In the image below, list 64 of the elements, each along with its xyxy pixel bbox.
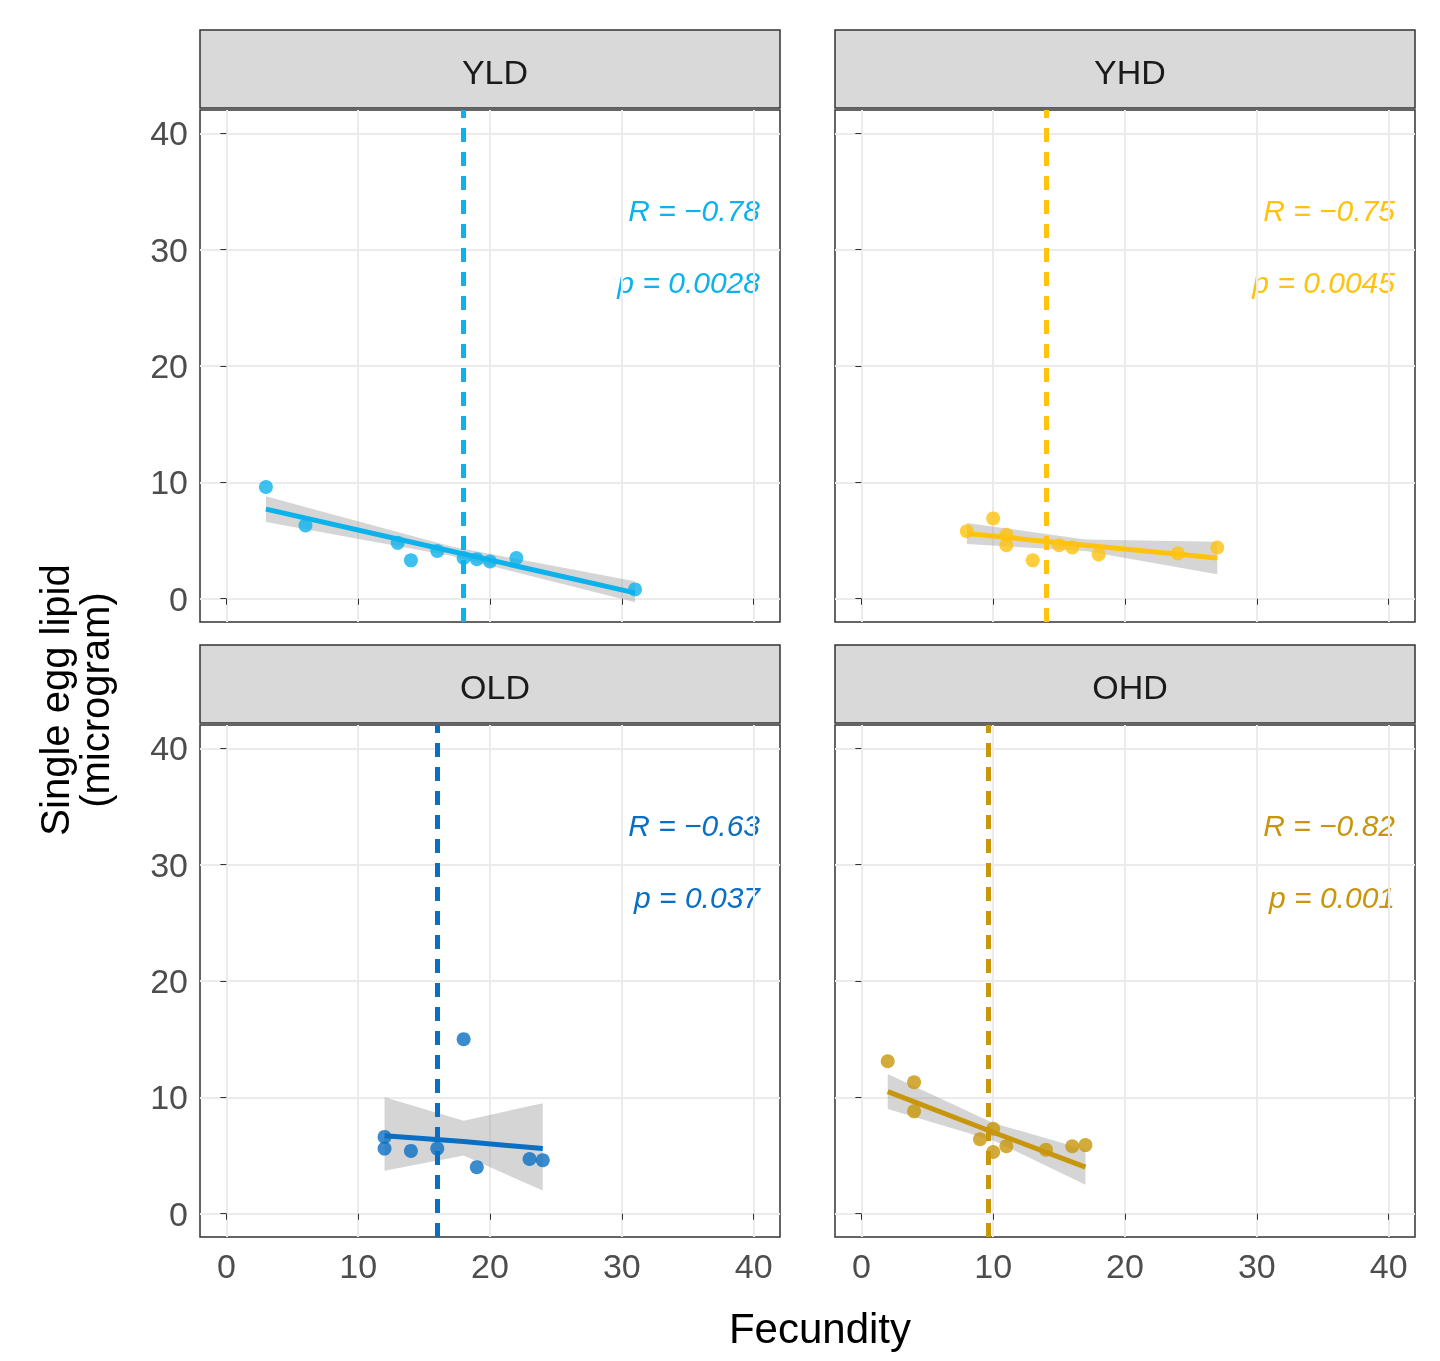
- point: [377, 1129, 392, 1144]
- y-axis-title: Single egg lipid (microgram): [33, 563, 117, 838]
- point: [628, 582, 642, 597]
- point: [258, 480, 273, 495]
- point: [1091, 547, 1106, 562]
- x-tick-label: 20: [1106, 1247, 1144, 1285]
- point: [456, 1032, 471, 1047]
- x-axis-title: Fecundity: [727, 1305, 913, 1353]
- y-tick-label: 30: [150, 230, 188, 269]
- point: [403, 553, 418, 568]
- point: [999, 1139, 1014, 1154]
- point: [298, 518, 313, 533]
- point: [973, 1132, 987, 1147]
- annotation: R = −0.75: [1263, 193, 1396, 227]
- x-tick-label: 30: [602, 1247, 641, 1285]
- chart-title: YLD: [461, 53, 529, 91]
- point: [377, 1141, 392, 1156]
- x-tick-label: 20: [471, 1247, 509, 1285]
- y-tick-label: 0: [169, 1194, 188, 1233]
- point: [430, 544, 445, 559]
- point: [1065, 1139, 1080, 1154]
- point: [959, 524, 974, 539]
- y-tick-label: 40: [150, 114, 188, 153]
- point: [880, 1054, 895, 1069]
- point: [1078, 1138, 1093, 1153]
- point: [1170, 546, 1185, 561]
- point: [469, 552, 484, 567]
- point: [1210, 540, 1225, 555]
- x-tick-label: 10: [974, 1247, 1013, 1285]
- point: [907, 1104, 922, 1119]
- annotation: p = 0.037: [633, 880, 762, 914]
- point: [1025, 553, 1040, 568]
- y-tick-label: 0: [169, 579, 188, 618]
- y-tick-label: 20: [150, 962, 188, 1000]
- point: [907, 1075, 922, 1090]
- point: [509, 551, 524, 565]
- chart-title: YHD: [1094, 53, 1166, 91]
- point: [1052, 538, 1067, 553]
- point: [1038, 1142, 1053, 1157]
- point: [522, 1152, 537, 1167]
- point: [403, 1143, 418, 1158]
- point: [535, 1153, 550, 1168]
- point: [1065, 540, 1080, 555]
- x-tick-label: 40: [1369, 1247, 1408, 1285]
- annotation: R = −0.63: [628, 808, 761, 842]
- point: [483, 554, 497, 569]
- x-tick-label: 0: [216, 1247, 236, 1285]
- x-tick-label: 40: [734, 1247, 773, 1285]
- point: [986, 511, 1001, 526]
- x-tick-label: 0: [851, 1247, 871, 1285]
- y-tick-label: 40: [150, 729, 188, 768]
- chart-title: OHD: [1092, 668, 1168, 706]
- chart-title: OLD: [460, 668, 530, 706]
- x-tick-label: 10: [339, 1247, 378, 1285]
- y-tick-label: 10: [150, 463, 188, 502]
- point: [999, 538, 1014, 553]
- y-tick-label: 20: [150, 347, 188, 385]
- point: [469, 1160, 484, 1175]
- annotation: R = −0.82: [1263, 808, 1396, 842]
- y-tick-label: 30: [150, 845, 188, 884]
- x-tick-label: 30: [1237, 1247, 1276, 1285]
- annotation: R = −0.78: [628, 193, 761, 227]
- point: [390, 535, 405, 550]
- y-tick-label: 10: [150, 1078, 188, 1117]
